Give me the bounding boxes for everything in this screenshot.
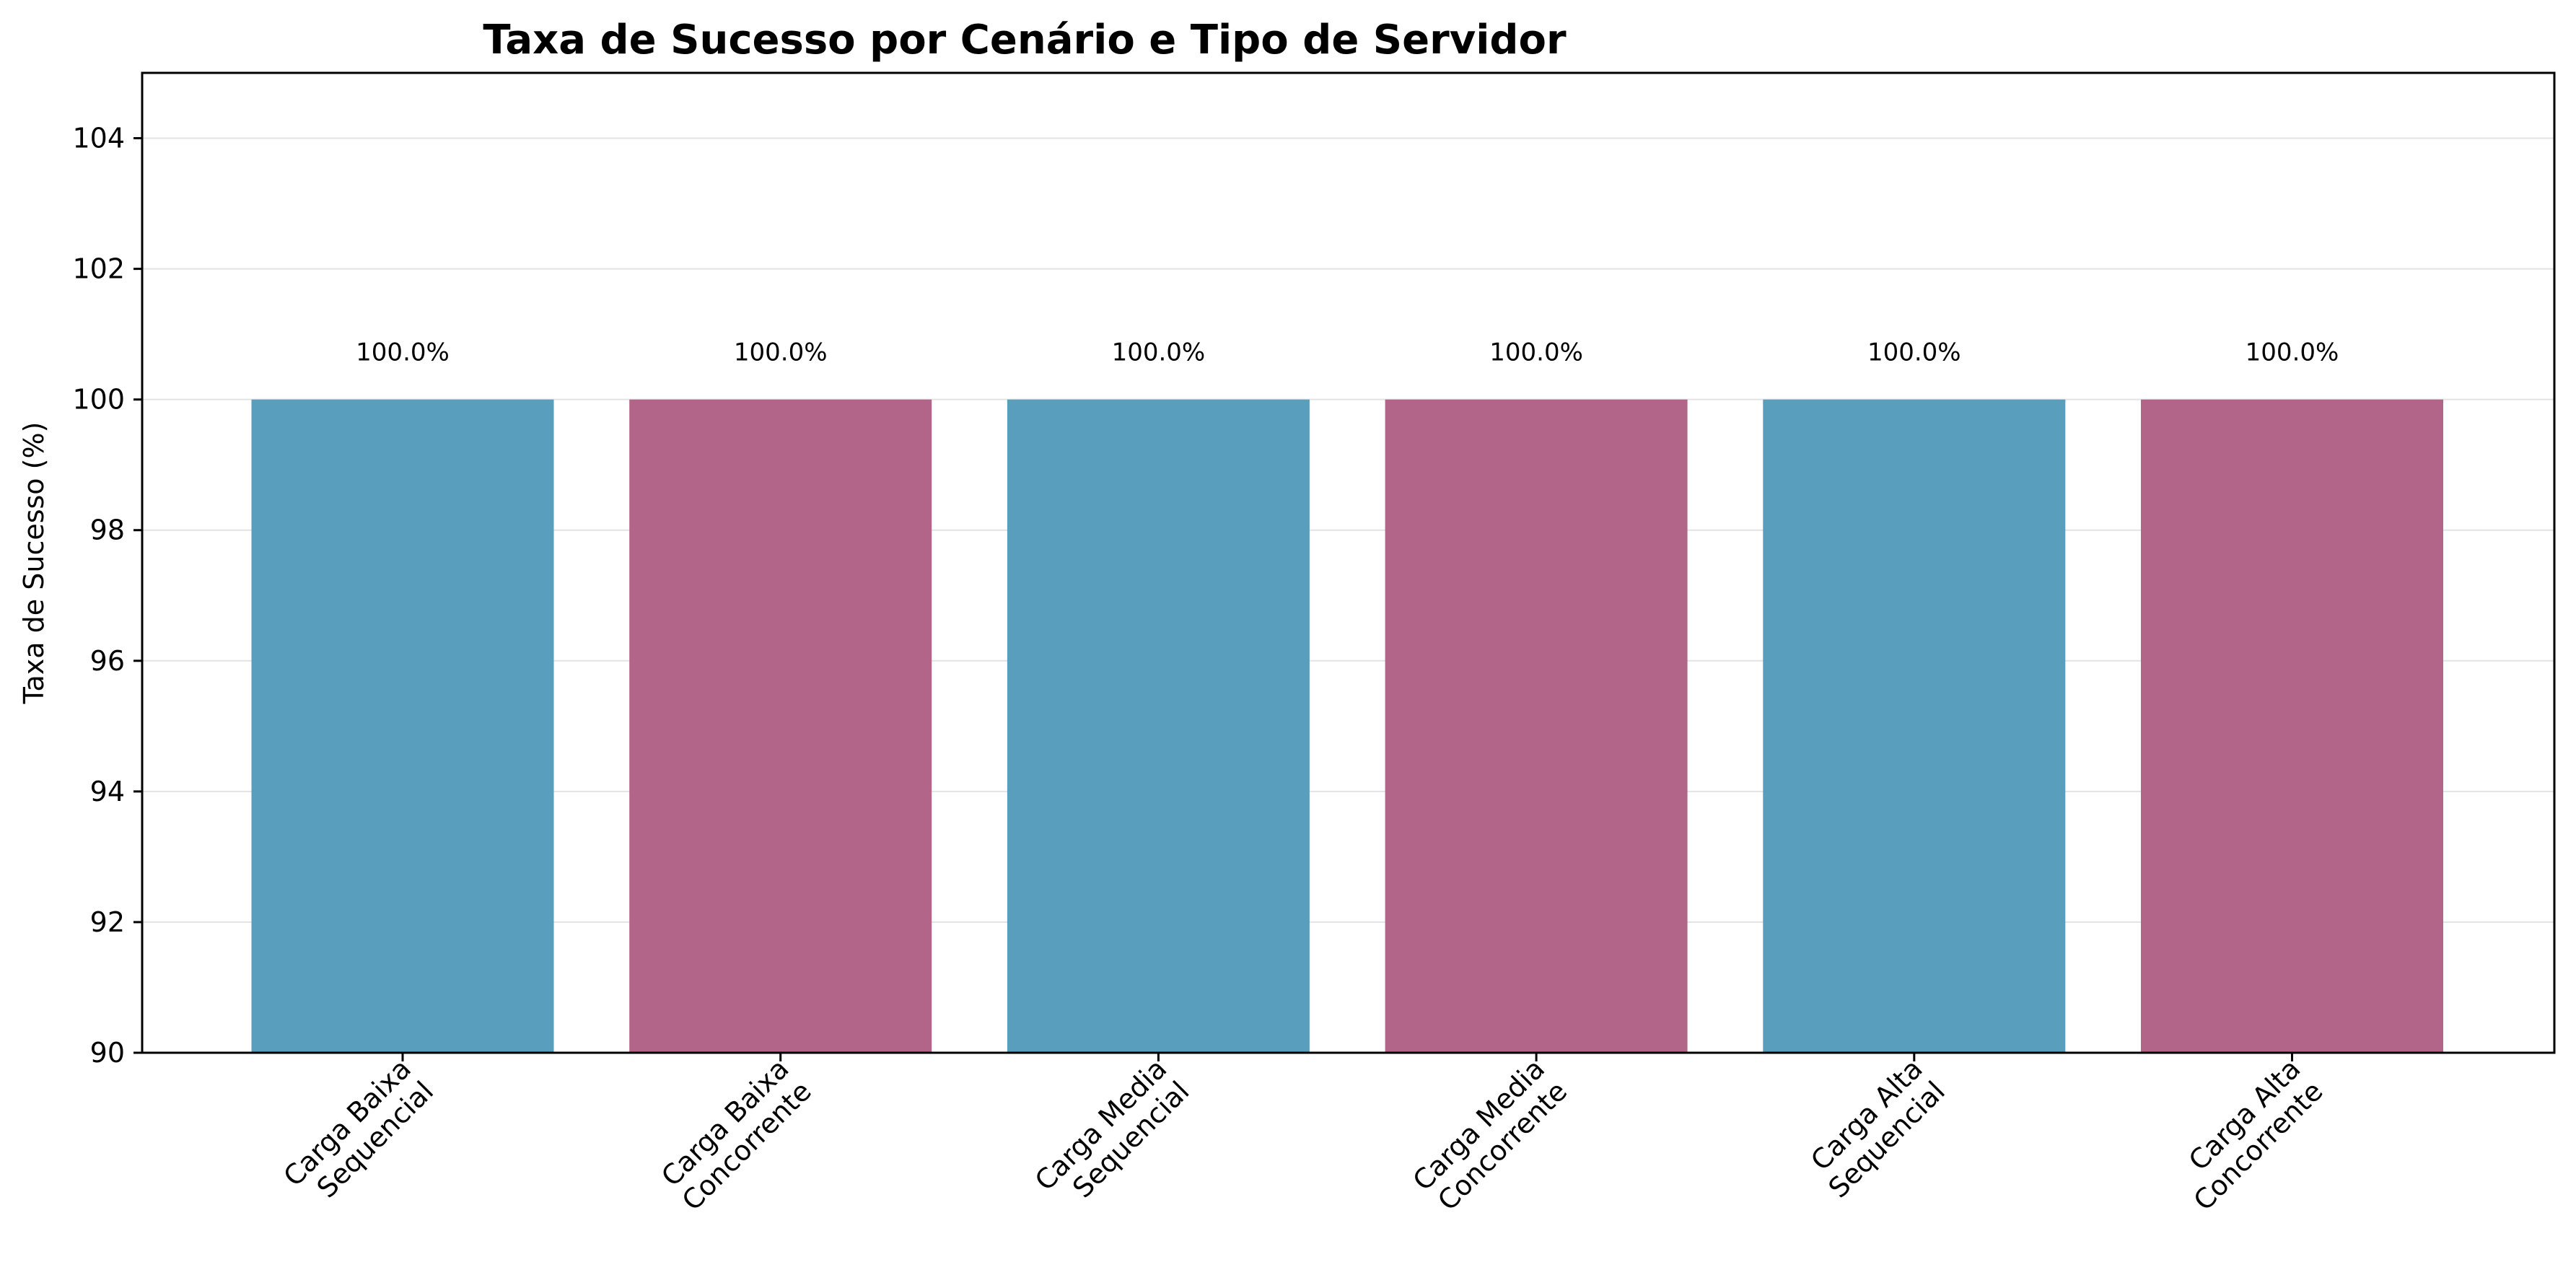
y-tick-label: 104 — [72, 123, 125, 154]
data-label: 100.0% — [2246, 338, 2339, 367]
bars — [251, 399, 2443, 1053]
bar — [1385, 399, 1688, 1053]
y-tick-label: 98 — [90, 514, 125, 546]
data-label: 100.0% — [1112, 338, 1206, 367]
y-axis-label: Taxa de Sucesso (%) — [18, 422, 50, 705]
data-labels: 100.0% 100.0% 100.0% 100.0% 100.0% 100.0% — [356, 338, 2339, 367]
data-label: 100.0% — [734, 338, 828, 367]
bar — [629, 399, 932, 1053]
bar — [1763, 399, 2066, 1053]
y-tick-label: 100 — [72, 384, 125, 416]
bar — [251, 399, 554, 1053]
y-tick-label: 96 — [90, 645, 125, 677]
bar — [1007, 399, 1310, 1053]
bar — [2141, 399, 2443, 1053]
data-label: 100.0% — [1867, 338, 1961, 367]
data-label: 100.0% — [356, 338, 450, 367]
y-tick-label: 90 — [90, 1037, 125, 1069]
y-tick-label: 102 — [72, 253, 125, 285]
y-tick-label: 92 — [90, 906, 125, 938]
plot-frame — [141, 71, 2556, 1054]
chart-title: Taxa de Sucesso por Cenário e Tipo de Se… — [483, 17, 1567, 63]
data-label: 100.0% — [1489, 338, 1583, 367]
y-axis-ticks: 90 92 94 96 98 100 102 104 — [72, 123, 142, 1069]
y-tick-label: 94 — [90, 776, 125, 807]
